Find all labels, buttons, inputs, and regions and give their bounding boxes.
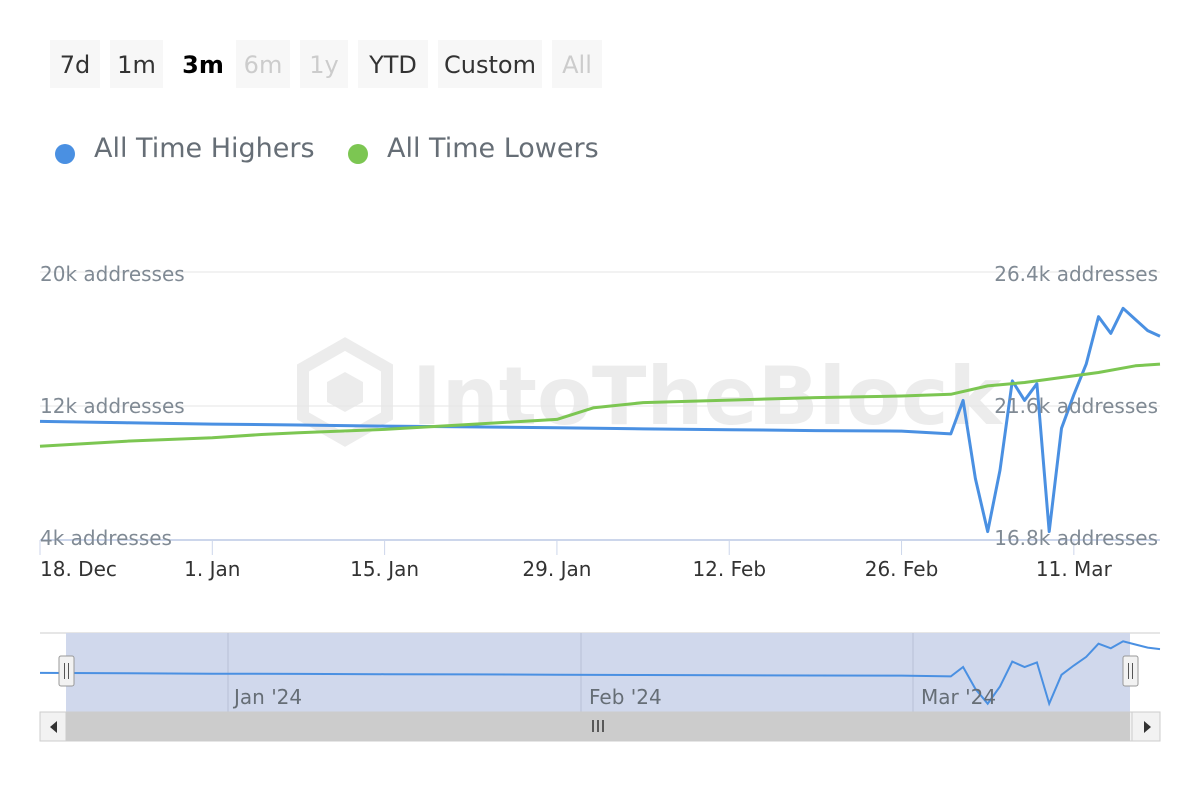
arrow-left-icon <box>50 721 57 733</box>
scrollbar-left-button[interactable] <box>39 711 67 742</box>
navigator-selected-range[interactable] <box>66 633 1130 712</box>
left-axis-label-4k: 4k addresses <box>40 526 172 550</box>
range-button-all: All <box>552 40 602 88</box>
range-button-6m: 6m <box>236 40 290 88</box>
navigator-handle-left[interactable] <box>58 655 75 687</box>
navigator[interactable]: Jan '24 Feb '24 Mar '24 <box>39 632 1161 712</box>
navigator-labels: Jan '24 Feb '24 Mar '24 <box>232 685 996 709</box>
scrollbar-thumb-grip <box>592 720 604 732</box>
navigator-label: Mar '24 <box>921 685 996 709</box>
left-axis-label-20k: 20k addresses <box>40 262 185 286</box>
scrollbar-right-button[interactable] <box>1131 711 1161 742</box>
range-button-3m[interactable]: 3m <box>174 40 232 88</box>
navigator-series-line <box>39 640 1161 707</box>
range-button-1y: 1y <box>300 40 348 88</box>
left-axis-labels: 20k addresses 12k addresses 4k addresses <box>40 262 185 550</box>
series-layer <box>39 306 1161 534</box>
right-axis-label-26.4k: 26.4k addresses <box>994 262 1158 286</box>
legend-marker-lowers <box>348 144 368 164</box>
left-axis-label-12k: 12k addresses <box>40 394 185 418</box>
legend-item-all-time-highers[interactable]: All Time Highers <box>55 128 325 172</box>
scrollbar[interactable] <box>39 711 1161 742</box>
x-axis-tick-label: 1. Jan <box>184 557 240 581</box>
legend-label-highers: All Time Highers <box>94 133 315 164</box>
right-axis-labels: 26.4k addresses 21.6k addresses 16.8k ad… <box>994 262 1158 550</box>
x-axis-tick-label: 26. Feb <box>865 557 939 581</box>
x-axis-tick-label: 15. Jan <box>350 557 419 581</box>
right-axis-label-16.8k: 16.8k addresses <box>994 526 1158 550</box>
x-axis-labels: 18. Dec 1. Jan 15. Jan 29. Jan 12. Feb 26. Fe… <box>40 557 1113 581</box>
right-axis-label-21.6k: 21.6k addresses <box>994 394 1158 418</box>
x-axis-tick-label: 18. Dec <box>40 557 117 581</box>
series-line-all-time-lowers[interactable] <box>39 362 1161 448</box>
x-axis-ticks <box>39 540 1075 555</box>
range-button-ytd[interactable]: YTD <box>358 40 428 88</box>
watermark-logo-icon <box>297 337 393 447</box>
navigator-handle-right-box[interactable] <box>1122 655 1139 687</box>
legend-item-all-time-lowers[interactable]: All Time Lowers <box>348 128 608 172</box>
navigator-handle-right[interactable] <box>1122 655 1139 687</box>
x-axis-tick-label: 29. Jan <box>522 557 591 581</box>
legend-label-lowers: All Time Lowers <box>387 133 599 164</box>
arrow-right-icon <box>1144 721 1151 733</box>
navigator-grid <box>227 633 914 712</box>
x-axis-tick-label: 12. Feb <box>692 557 766 581</box>
range-button-custom[interactable]: Custom <box>438 40 542 88</box>
x-axis-tick-label: 11. Mar <box>1036 557 1113 581</box>
range-button-7d[interactable]: 7d <box>50 40 100 88</box>
navigator-label: Jan '24 <box>232 685 302 709</box>
range-button-1m[interactable]: 1m <box>110 40 163 88</box>
navigator-handle-left-box[interactable] <box>58 655 75 687</box>
navigator-label: Feb '24 <box>589 685 662 709</box>
legend-marker-highers <box>55 144 75 164</box>
